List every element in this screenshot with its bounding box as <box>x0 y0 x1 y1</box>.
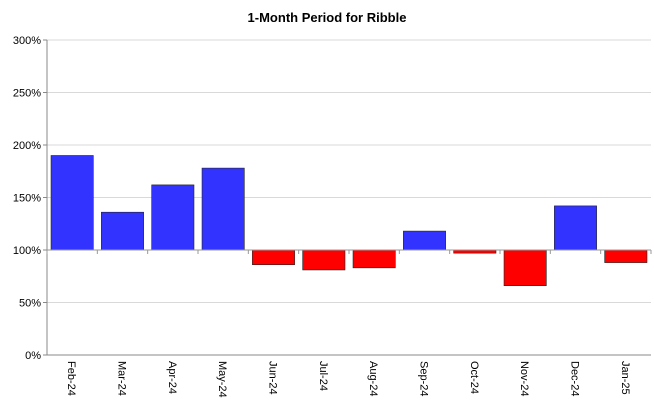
x-tick-label: Jun-24 <box>267 361 279 395</box>
bar-aug-24 <box>352 249 396 269</box>
bar-jan-25 <box>604 249 648 263</box>
bar-jun-24 <box>252 249 295 265</box>
x-tick-label: Sep-24 <box>418 361 430 396</box>
x-tick-label: Oct-24 <box>468 361 480 394</box>
bar-sep-24 <box>403 230 446 251</box>
gridlines <box>47 39 651 303</box>
axes <box>43 39 652 356</box>
x-tick-label: Feb-24 <box>65 361 77 396</box>
x-tick-label: Jan-25 <box>619 361 631 395</box>
y-tick-label: 150% <box>13 193 41 205</box>
x-axis-tick-labels: Feb-24 Mar-24 Apr-24 May-24 Jun-24 Jul-24 Aug-… <box>65 361 631 398</box>
x-tick-label: Mar-24 <box>116 361 128 396</box>
bar-dec-24 <box>554 205 597 251</box>
x-tick-label: Dec-24 <box>569 361 581 396</box>
x-tick-label: Aug-24 <box>367 361 379 396</box>
bar-may-24 <box>201 167 245 251</box>
y-tick-label: 0% <box>25 350 41 362</box>
bar-nov-24 <box>503 249 547 287</box>
y-tick-label: 50% <box>19 298 41 310</box>
bar-feb-24 <box>50 155 94 251</box>
y-tick-label: 200% <box>13 140 41 152</box>
y-tick-label: 100% <box>13 245 41 257</box>
x-tick-label: Jul-24 <box>317 361 329 391</box>
x-tick-label: May-24 <box>216 361 228 398</box>
x-tick-label: Nov-24 <box>518 361 530 396</box>
bar-jul-24 <box>302 249 346 271</box>
chart-title: 1-Month Period for Ribble <box>248 10 407 25</box>
bars <box>50 155 648 287</box>
x-tick-label: Apr-24 <box>166 361 178 394</box>
y-tick-label: 300% <box>13 35 41 47</box>
y-axis-tick-labels: 0% 50% 100% 150% 200% 250% 300% <box>13 35 41 362</box>
bar-mar-24 <box>101 211 144 251</box>
bar-apr-24 <box>151 184 195 251</box>
y-tick-label: 250% <box>13 88 41 100</box>
